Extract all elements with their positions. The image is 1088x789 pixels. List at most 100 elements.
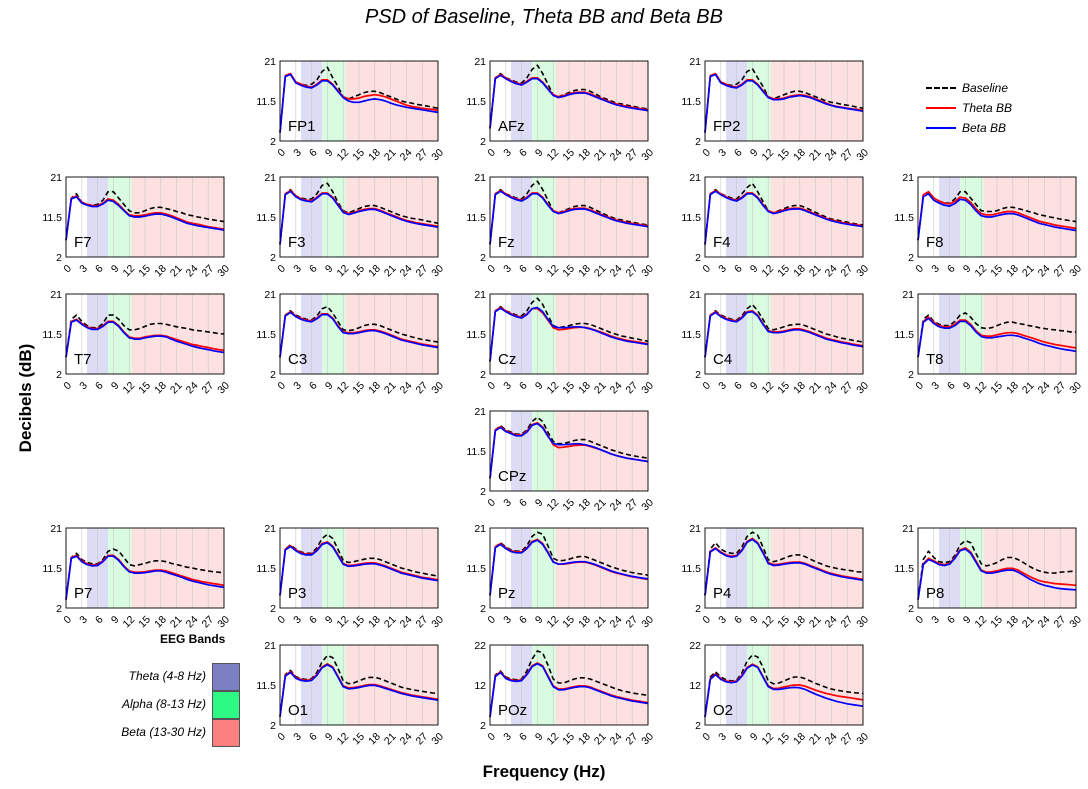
band-shade-beta: [345, 61, 438, 141]
x-tick-label: 3: [501, 496, 514, 509]
y-tick-label: 2: [480, 720, 486, 732]
band-shade-beta: [345, 645, 438, 725]
x-tick-label: 18: [152, 379, 169, 396]
x-tick-label: 15: [775, 613, 792, 630]
axes-box: [704, 644, 864, 726]
band-shade-alpha: [532, 61, 556, 141]
x-tick-label: 18: [1004, 379, 1021, 396]
series-line-beta: [65, 555, 225, 600]
x-tick-label: 9: [748, 730, 761, 743]
legend-label: Beta BB: [962, 121, 1007, 135]
x-tick-label: 0: [275, 262, 288, 275]
series-line-beta: [489, 422, 649, 479]
x-tick-label: 24: [608, 730, 625, 747]
series-line-beta: [704, 310, 864, 358]
x-axis-label: Frequency (Hz): [482, 762, 606, 781]
series-line-baseline: [65, 548, 225, 600]
x-tick-label: 6: [517, 146, 530, 159]
x-tick-label: 24: [608, 496, 625, 513]
y-tick-label: 2: [908, 252, 914, 264]
axes-box: [489, 293, 649, 375]
x-tick-label: 0: [485, 379, 498, 392]
x-tick-label: 30: [1067, 262, 1084, 279]
y-tick-label: 2: [480, 603, 486, 615]
x-tick-label: 6: [517, 496, 530, 509]
x-tick-label: 6: [732, 146, 745, 159]
x-tick-label: 0: [913, 613, 926, 626]
series-line-beta: [489, 662, 649, 718]
axes-box: [704, 293, 864, 375]
x-tick-label: 0: [485, 262, 498, 275]
x-tick-label: 27: [200, 613, 217, 630]
y-tick-label: 11.5: [256, 563, 276, 575]
x-tick-label: 9: [533, 379, 546, 392]
x-tick-label: 12: [760, 379, 777, 396]
x-tick-label: 18: [576, 496, 593, 513]
x-tick-label: 6: [307, 379, 320, 392]
x-tick-label: 6: [93, 262, 106, 275]
electrode-label: AFz: [498, 118, 525, 135]
y-tick-label: 21: [689, 523, 701, 535]
band-shade-alpha: [532, 294, 556, 374]
axes-box: [489, 644, 649, 726]
x-tick-label: 0: [913, 262, 926, 275]
x-tick-label: 18: [576, 379, 593, 396]
x-tick-label: 6: [517, 730, 530, 743]
x-tick-label: 21: [168, 613, 185, 630]
x-tick-label: 9: [533, 613, 546, 626]
series-line-beta: [489, 539, 649, 596]
blue-line-icon: [926, 127, 956, 129]
axes-box: [65, 293, 225, 375]
band-swatch: [212, 691, 240, 719]
x-tick-label: 27: [200, 262, 217, 279]
electrode-label: F3: [288, 234, 306, 251]
x-tick-label: 9: [109, 613, 122, 626]
x-tick-label: 9: [961, 379, 974, 392]
x-tick-label: 6: [945, 613, 958, 626]
x-tick-label: 24: [823, 730, 840, 747]
electrode-label: P8: [926, 585, 944, 602]
x-tick-label: 12: [973, 379, 990, 396]
x-tick-label: 27: [839, 146, 856, 163]
x-tick-label: 3: [716, 613, 729, 626]
series-line-baseline: [917, 190, 1077, 241]
electrode-label: F8: [926, 234, 944, 251]
x-tick-label: 21: [592, 496, 609, 513]
x-tick-label: 18: [576, 730, 593, 747]
x-tick-label: 6: [945, 262, 958, 275]
x-tick-label: 0: [61, 379, 74, 392]
x-tick-label: 24: [823, 379, 840, 396]
y-tick-label: 21: [474, 172, 486, 184]
x-tick-label: 9: [533, 146, 546, 159]
x-tick-label: 27: [624, 379, 641, 396]
band-shade-alpha: [322, 177, 346, 257]
series-line-baseline: [279, 182, 439, 245]
legend-item-baseline: Baseline: [926, 78, 1066, 98]
series-line-beta: [704, 538, 864, 596]
x-tick-label: 9: [323, 613, 336, 626]
x-tick-label: 15: [988, 262, 1005, 279]
x-tick-label: 3: [291, 262, 304, 275]
axes-box: [489, 60, 649, 142]
y-tick-label: 21: [689, 56, 701, 68]
x-tick-label: 3: [716, 730, 729, 743]
axes-box: [489, 410, 649, 492]
x-tick-label: 24: [398, 146, 415, 163]
axes-box: [279, 60, 439, 142]
x-tick-label: 15: [350, 613, 367, 630]
band-swatch: [212, 719, 240, 747]
x-tick-label: 30: [429, 146, 446, 163]
x-tick-label: 24: [823, 613, 840, 630]
x-tick-label: 15: [988, 379, 1005, 396]
x-tick-label: 27: [414, 262, 431, 279]
band-shade-alpha: [747, 177, 771, 257]
x-tick-label: 15: [775, 730, 792, 747]
electrode-label: P4: [713, 585, 731, 602]
y-tick-label: 21: [50, 523, 62, 535]
band-label: Theta (4-8 Hz): [128, 669, 206, 683]
figure-title: PSD of Baseline, Theta BB and Beta BB: [365, 6, 723, 28]
